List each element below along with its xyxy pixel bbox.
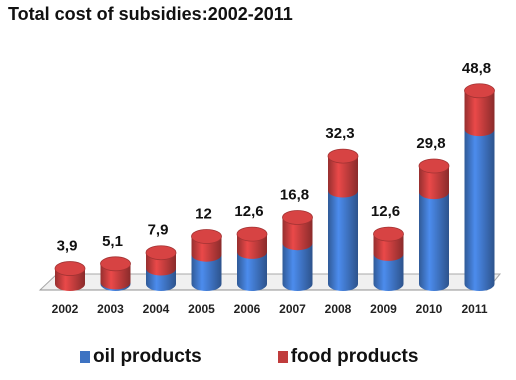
bar-oil-products-2006 [237, 251, 267, 291]
bar-cap-2007 [282, 210, 313, 225]
bar-oil-products-2005 [191, 254, 222, 291]
bar-oil-products-2009 [373, 253, 404, 291]
bar-cap-2010 [418, 158, 450, 174]
bar-cap-2006 [236, 226, 268, 242]
bar-cap-2004 [145, 245, 177, 261]
x-tick-label-2002: 2002 [52, 302, 79, 316]
value-label-2005: 12 [195, 205, 212, 222]
legend-item-oil-products: oil products [80, 346, 202, 368]
legend: oil products food products [80, 346, 418, 368]
x-tick-label-2008: 2008 [325, 302, 352, 316]
bar-food-products-2010 [419, 165, 449, 200]
value-label-2007: 16,8 [280, 186, 309, 203]
bar-cap-2003 [100, 256, 131, 272]
legend-label-oil: oil products [93, 346, 202, 367]
x-tick-label-2010: 2010 [416, 302, 443, 316]
bar-oil-products-2011 [464, 129, 495, 291]
value-label-2003: 5,1 [102, 233, 123, 250]
x-tick-label-2009: 2009 [370, 302, 397, 316]
bar-cap-2008 [327, 148, 359, 164]
bar-cap-2011 [464, 83, 495, 99]
bar-food-products-2011 [464, 90, 495, 137]
value-label-2004: 7,9 [148, 222, 169, 239]
x-tick-label-2003: 2003 [97, 302, 124, 316]
bar-food-products-2009 [373, 234, 404, 261]
legend-item-food-products: food products [277, 346, 419, 368]
value-label-2009: 12,6 [371, 203, 400, 220]
legend-swatch-food [277, 351, 288, 363]
bar-cap-2009 [373, 226, 404, 242]
value-label-2010: 29,8 [416, 135, 445, 152]
bar-oil-products-2008 [328, 190, 358, 291]
legend-label-food: food products [290, 346, 419, 367]
x-tick-label-2006: 2006 [234, 302, 261, 316]
legend-swatch-oil [80, 351, 90, 363]
value-label-2006: 12,6 [234, 203, 263, 220]
bar-food-products-2008 [328, 156, 358, 198]
x-tick-label-2011: 2011 [461, 302, 487, 316]
bar-cap-2005 [191, 229, 222, 244]
x-tick-label-2007: 2007 [279, 302, 306, 316]
chart-title: Total cost of subsidies:2002-2011 [8, 4, 293, 24]
bar-oil-products-2007 [282, 243, 313, 291]
bar-oil-products-2010 [419, 192, 449, 291]
x-tick-label-2005: 2005 [188, 302, 215, 316]
bar-cap-2002 [54, 261, 86, 276]
value-label-2002: 3,9 [57, 238, 78, 255]
bar-food-products-2007 [282, 217, 313, 251]
value-label-2008: 32,3 [325, 125, 354, 142]
value-label-2011: 48,8 [462, 60, 491, 77]
x-tick-label-2004: 2004 [143, 302, 170, 316]
